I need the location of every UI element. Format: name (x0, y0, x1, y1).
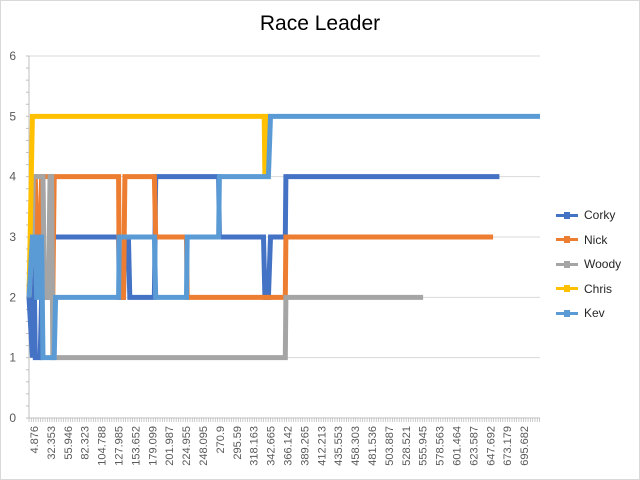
x-tick-label: 578.563 (435, 426, 447, 466)
legend-swatch (556, 285, 578, 293)
x-tick-label: 104.788 (97, 426, 109, 466)
x-tick-label: 153.652 (130, 426, 142, 466)
x-tick-label: 295.59 (232, 426, 244, 460)
y-tick-label: 0 (9, 411, 16, 425)
x-tick-label: 647.692 (485, 426, 497, 466)
x-tick-label: 481.536 (367, 426, 379, 466)
y-tick-labels: 0 1 2 3 4 5 6 (9, 49, 16, 425)
x-tick-label: 695.682 (519, 426, 531, 466)
y-tick-label: 5 (9, 109, 16, 123)
x-tick-label: 458.303 (350, 426, 362, 466)
x-tick-label: 248.095 (198, 426, 210, 466)
x-tick-label: 366.142 (283, 426, 295, 466)
series-line-kev (26, 113, 540, 361)
legend-swatch (556, 236, 578, 244)
y-tick-label: 3 (9, 230, 16, 244)
legend-item-chris: Chris (556, 277, 636, 302)
x-tick-labels: 4.876 32.353 55.946 82.323 104.788 127.985 153… (29, 426, 531, 466)
x-tick-label: 32.353 (46, 426, 58, 460)
x-tick-label: 55.946 (63, 426, 75, 460)
x-tick-label: 270.9 (215, 426, 227, 454)
x-tick-label: 435.553 (333, 426, 345, 466)
x-tick-label: 318.163 (249, 426, 261, 466)
x-tick-label: 412.213 (316, 426, 328, 466)
series-line-corky (26, 174, 500, 361)
x-tick-label: 4.876 (29, 426, 41, 454)
legend: Corky Nick Woody Chris Kev (556, 203, 636, 326)
y-tick-label: 4 (9, 170, 16, 184)
legend-item-woody: Woody (556, 252, 636, 277)
series-line-chris (26, 113, 270, 298)
x-tick-label: 127.985 (114, 426, 126, 466)
legend-swatch (556, 211, 578, 219)
legend-item-corky: Corky (556, 203, 636, 228)
x-tick-label: 389.265 (299, 426, 311, 466)
y-tick-label: 1 (9, 351, 16, 365)
x-tick-label: 623.587 (468, 426, 480, 466)
series-line-woody (26, 174, 424, 361)
y-tick-label: 6 (9, 49, 16, 63)
x-tick-label: 342.665 (266, 426, 278, 466)
legend-swatch (556, 309, 578, 317)
x-tick-label: 224.955 (181, 426, 193, 466)
series-lines (26, 113, 540, 361)
x-tick-label: 673.179 (502, 426, 514, 466)
chart-title: Race Leader (259, 12, 381, 35)
x-tick-label: 179.099 (147, 426, 159, 466)
x-tick-label: 201.987 (164, 426, 176, 466)
legend-item-nick: Nick (556, 228, 636, 253)
legend-label: Woody (584, 257, 622, 272)
x-tick-label: 503.887 (384, 426, 396, 466)
legend-swatch (556, 260, 578, 268)
y-tick-label: 2 (9, 290, 16, 304)
x-tick-label: 528.521 (401, 426, 413, 466)
legend-label: Nick (584, 232, 608, 247)
x-tick-label: 601.464 (452, 426, 464, 466)
legend-label: Corky (584, 208, 616, 223)
legend-item-kev: Kev (556, 301, 636, 326)
legend-label: Chris (584, 281, 613, 296)
legend-label: Kev (584, 306, 605, 321)
x-tick-label: 82.323 (80, 426, 92, 460)
x-tick-label: 555.945 (418, 426, 430, 466)
